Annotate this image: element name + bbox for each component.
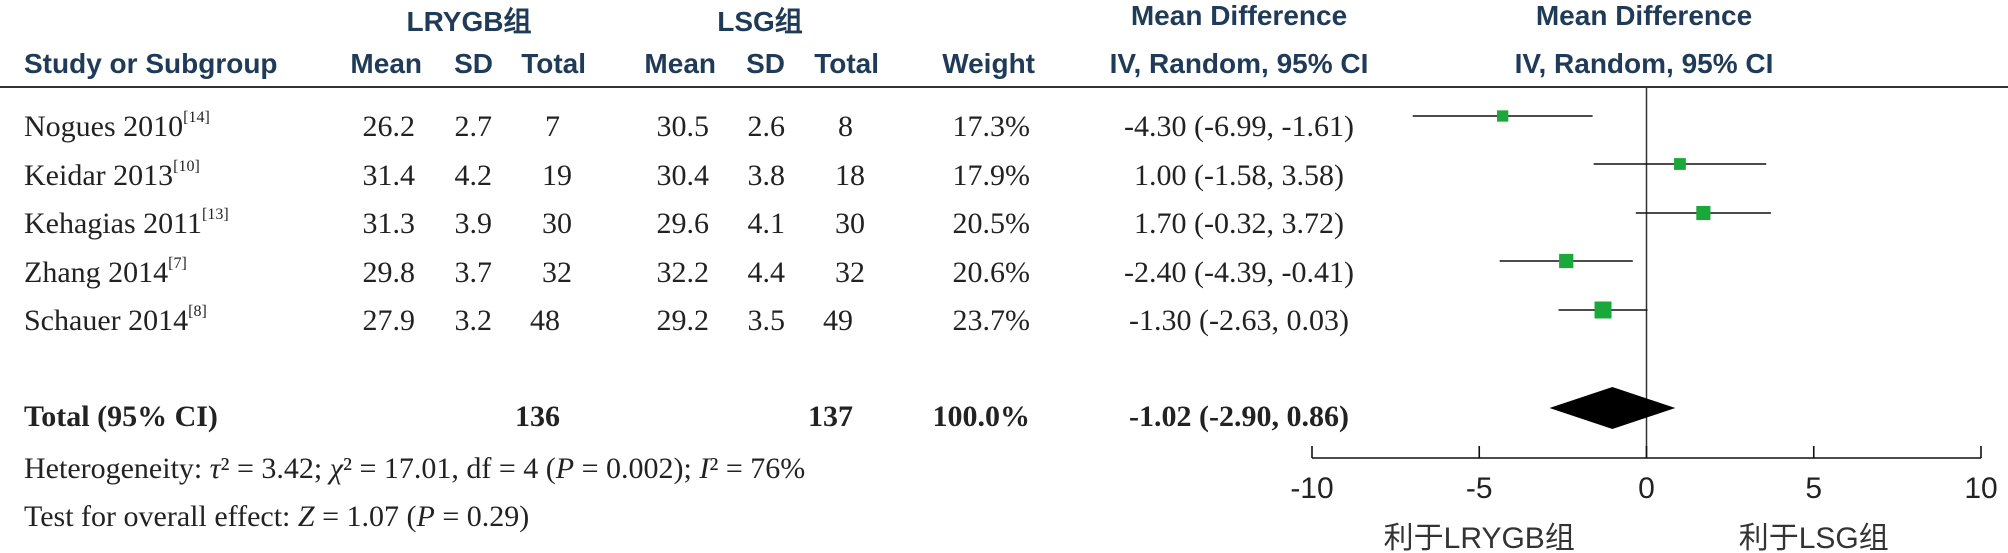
mean1-cell: 31.3 [362,207,416,240]
total1-cell: 32 [542,256,572,289]
weight-cell: 17.9% [952,159,1031,192]
x-tick-label: 0 [1638,472,1655,505]
sd2-cell: 4.1 [747,207,786,240]
study-name: Nogues 2010[14] [24,109,210,144]
total2-cell: 8 [838,110,853,143]
study-name: Schauer 2014[8] [24,303,207,338]
mean2-cell: 29.6 [656,207,710,240]
ci-column-header-plot: IV, Random, 95% CI [1514,48,1774,79]
mean-difference-header-table: Mean Difference [1130,0,1348,31]
total2-cell: 30 [835,207,865,240]
sd1-column-header: SD [454,48,493,79]
mean2-cell: 29.2 [656,304,710,337]
total-label: Total (95% CI) [24,400,218,433]
mean-difference-header-plot: Mean Difference [1535,0,1753,31]
group1-header: LRYGB组 [406,6,532,37]
sd2-column-header: SD [746,48,785,79]
sd2-cell: 2.6 [747,110,786,143]
x-tick-label: -10 [1290,472,1333,505]
study-name: Zhang 2014[7] [24,255,187,290]
ci-cell: 1.00 (-1.58, 3.58) [1134,159,1344,192]
effect-square [1497,110,1509,122]
sd1-cell: 3.2 [454,304,493,337]
sd2-cell: 3.8 [747,159,786,192]
weight-cell: 20.6% [952,256,1031,289]
total1-sum: 136 [515,400,560,433]
ci-cell: -2.40 (-4.39, -0.41) [1124,256,1354,289]
total2-cell: 49 [823,304,853,337]
total2-column-header: Total [814,48,879,79]
total1-column-header: Total [521,48,586,79]
mean2-cell: 32.2 [656,256,710,289]
sd1-cell: 3.7 [454,256,493,289]
total1-cell: 7 [545,110,560,143]
mean1-cell: 26.2 [362,110,416,143]
total-weight: 100.0% [932,400,1031,433]
total2-cell: 32 [835,256,865,289]
reference-number: [14] [183,109,210,126]
effect-square [1594,301,1612,319]
sd2-cell: 3.5 [747,304,786,337]
sd1-cell: 4.2 [454,159,493,192]
reference-number: [13] [202,206,229,223]
study-name: Kehagias 2011[13] [24,206,229,241]
mean2-cell: 30.5 [656,110,710,143]
study-column-header: Study or Subgroup [24,48,278,79]
total1-cell: 30 [542,207,572,240]
weight-column-header: Weight [942,48,1035,79]
heterogeneity-statistics: Heterogeneity: τ² = 3.42; χ² = 17.01, df… [24,452,806,485]
total1-cell: 48 [530,304,560,337]
mean1-cell: 29.8 [362,256,416,289]
favours-right-label: 利于LSG组 [1739,522,1889,553]
pooled-ci: -1.02 (-2.90, 0.86) [1129,400,1349,433]
overall-effect-test: Test for overall effect: Z = 1.07 (P = 0… [24,500,530,533]
sd2-cell: 4.4 [747,256,786,289]
total2-sum: 137 [808,400,853,433]
weight-cell: 23.7% [952,304,1031,337]
total1-cell: 19 [542,159,572,192]
effect-square [1696,205,1711,221]
favours-left-label: 利于LRYGB组 [1384,522,1575,553]
ci-cell: 1.70 (-0.32, 3.72) [1134,207,1344,240]
reference-number: [10] [173,158,200,175]
group2-header: LSG组 [717,6,803,37]
header-rule [0,86,2008,88]
mean2-column-header: Mean [644,48,716,79]
pooled-diamond [1549,387,1676,429]
weight-cell: 20.5% [952,207,1031,240]
weight-cell: 17.3% [952,110,1031,143]
reference-number: [8] [188,303,207,320]
mean2-cell: 30.4 [656,159,710,192]
mean1-column-header: Mean [350,48,422,79]
mean1-cell: 27.9 [362,304,416,337]
ci-cell: -4.30 (-6.99, -1.61) [1124,110,1354,143]
sd1-cell: 2.7 [454,110,493,143]
sd1-cell: 3.9 [454,207,493,240]
mean1-cell: 31.4 [362,159,416,192]
study-name: Keidar 2013[10] [24,158,200,193]
total2-cell: 18 [835,159,865,192]
x-tick-label: 5 [1805,472,1822,505]
x-tick-label: 10 [1964,472,1997,505]
effect-square [1559,253,1574,269]
reference-number: [7] [168,255,187,272]
ci-cell: -1.30 (-2.63, 0.03) [1129,304,1349,337]
effect-square [1674,158,1686,170]
x-tick-label: -5 [1466,472,1493,505]
ci-column-header-table: IV, Random, 95% CI [1109,48,1369,79]
